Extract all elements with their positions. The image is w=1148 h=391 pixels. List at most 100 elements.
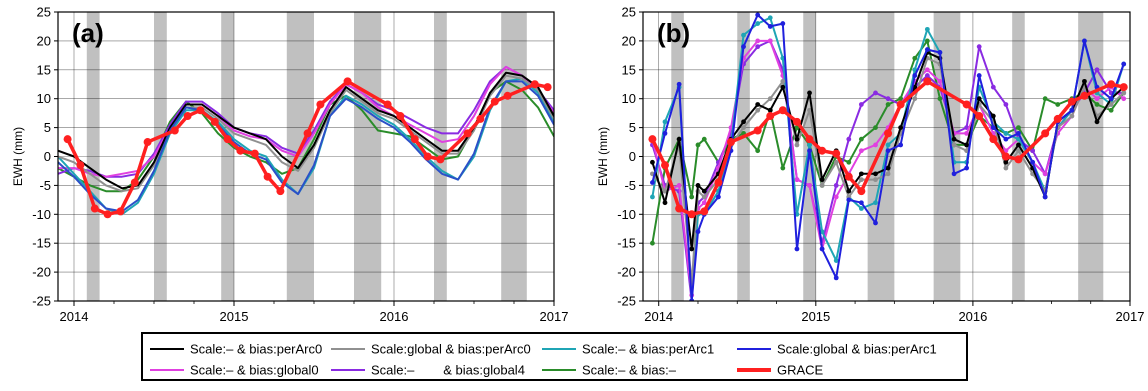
data-point: [689, 246, 695, 252]
data-point: [951, 136, 957, 142]
data-point: [1042, 171, 1048, 177]
data-point: [1053, 114, 1062, 123]
y-tick-label: -5: [624, 178, 636, 193]
data-point: [990, 125, 996, 130]
data-point: [250, 149, 259, 158]
data-point: [819, 183, 825, 188]
data-point: [1003, 130, 1009, 136]
data-point: [833, 275, 839, 281]
data-point: [1094, 67, 1100, 73]
data-point: [794, 142, 800, 148]
data-point: [1094, 96, 1100, 102]
data-point: [1003, 159, 1009, 165]
data-point: [755, 21, 761, 26]
data-point: [794, 177, 800, 183]
data-point: [976, 96, 982, 102]
data-point: [844, 172, 853, 181]
data-point: [885, 102, 891, 107]
data-point: [780, 78, 786, 84]
data-point: [792, 117, 801, 126]
y-tick-label: -20: [32, 265, 51, 280]
y-axis-label: EWH (mm): [596, 127, 610, 186]
data-point: [1003, 136, 1009, 142]
data-point: [1067, 97, 1076, 106]
data-point: [741, 125, 746, 130]
legend-label: Scale:– & bias:global4: [371, 363, 525, 378]
y-tick-label: -25: [32, 294, 51, 309]
data-point: [726, 138, 735, 147]
data-point: [898, 96, 904, 102]
data-point: [463, 129, 472, 138]
data-point: [990, 84, 996, 90]
data-point: [714, 178, 723, 187]
data-point: [1016, 125, 1021, 130]
data-point: [833, 258, 839, 263]
x-tick-label: 2017: [540, 309, 569, 324]
data-point: [741, 44, 746, 50]
data-point: [858, 177, 864, 183]
data-point: [1108, 102, 1114, 107]
data-point: [676, 81, 682, 87]
data-point: [490, 97, 499, 106]
data-point: [1082, 38, 1087, 44]
y-tick-label: 5: [44, 120, 51, 135]
panel-label: (b): [657, 18, 690, 48]
y-tick-label: 20: [37, 33, 51, 48]
x-tick-label: 2014: [644, 309, 673, 324]
data-point: [650, 180, 655, 185]
data-point: [937, 78, 943, 84]
data-point: [660, 161, 669, 170]
data-point: [858, 102, 864, 107]
data-point: [687, 210, 696, 219]
y-tick-label: 20: [622, 33, 636, 48]
data-point: [766, 112, 775, 121]
legend-label: Scale:– & bias:perArc1: [582, 342, 714, 357]
data-point: [951, 171, 957, 177]
data-point: [316, 100, 325, 109]
legend-label: Scale:global & bias:perArc0: [371, 342, 531, 357]
x-tick-label: 2015: [220, 309, 249, 324]
series-line: [58, 80, 554, 213]
data-point: [1121, 90, 1127, 96]
data-point: [650, 159, 655, 165]
data-point: [701, 200, 707, 206]
data-point: [805, 135, 814, 144]
data-point: [143, 138, 152, 147]
y-tick-label: -10: [32, 207, 51, 222]
y-tick-label: 10: [622, 91, 636, 106]
data-point: [858, 200, 864, 206]
panel-a: -25 -20 -15 -10 -5 0 5 10 15 20 25 2014 2015 2016 2017…: [11, 5, 568, 325]
series-line: [58, 65, 554, 178]
data-point: [543, 83, 552, 92]
data-point: [1042, 194, 1048, 200]
data-point: [263, 172, 272, 181]
y-tick-label: -15: [32, 236, 51, 251]
data-point: [1016, 142, 1021, 148]
data-point: [476, 114, 485, 123]
data-point: [912, 55, 918, 61]
data-point: [1030, 159, 1035, 165]
legend-label: GRACE: [777, 363, 824, 378]
data-point: [1014, 155, 1023, 164]
data-point: [885, 142, 891, 148]
legend: Scale:– & bias:perArc0 Scale:global & bia…: [141, 332, 968, 381]
y-tick-label: -10: [617, 207, 636, 222]
data-point: [103, 210, 112, 219]
data-point: [755, 38, 761, 44]
data-point: [767, 96, 773, 102]
data-point: [873, 142, 878, 148]
data-point: [885, 148, 891, 154]
data-point: [196, 106, 205, 115]
data-point: [701, 194, 707, 200]
y-tick-label: -5: [39, 178, 51, 193]
data-point: [846, 197, 852, 203]
data-point: [990, 113, 996, 119]
y-tick-label: 15: [37, 62, 51, 77]
x-tick-label: 2016: [958, 309, 987, 324]
data-point: [819, 246, 825, 252]
data-point: [236, 146, 245, 155]
data-point: [767, 38, 773, 44]
y-tick-label: -20: [617, 265, 636, 280]
y-tick-label: 10: [37, 91, 51, 106]
